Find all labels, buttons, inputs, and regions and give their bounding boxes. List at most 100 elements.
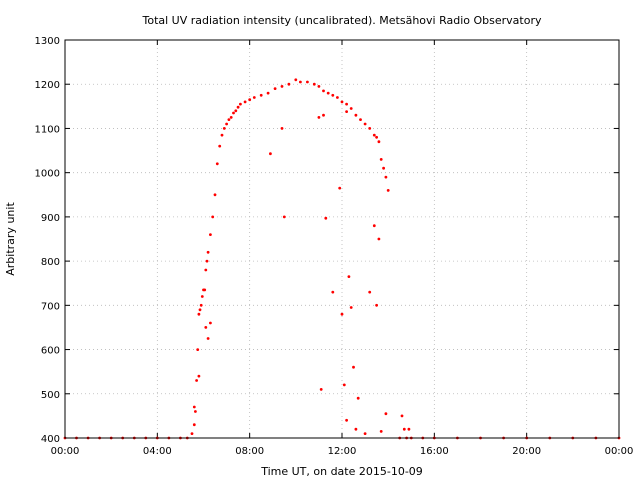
data-point <box>386 189 390 192</box>
data-point <box>363 122 367 126</box>
data-point <box>287 82 291 86</box>
data-point <box>402 427 406 431</box>
data-point <box>377 140 381 144</box>
data-point <box>197 374 201 378</box>
data-point <box>236 105 240 109</box>
data-point <box>269 152 272 156</box>
data-point <box>204 326 208 329</box>
data-point <box>384 412 388 416</box>
grid <box>65 40 619 438</box>
y-tick-label: 900 <box>41 213 60 224</box>
data-point <box>375 135 378 139</box>
data-point <box>239 102 242 106</box>
data-point <box>243 100 247 104</box>
data-point <box>259 93 263 97</box>
data-point <box>194 410 197 413</box>
data-point <box>294 78 298 82</box>
y-tick-label: 1000 <box>35 169 60 180</box>
data-point <box>206 337 210 340</box>
data-point <box>312 82 316 86</box>
data-point <box>382 166 385 170</box>
data-point <box>372 133 376 137</box>
data-point <box>190 432 194 435</box>
chart-title: Total UV radiation intensity (uncalibrat… <box>142 14 542 27</box>
axis-ticks: 400 500 600 700 800 900 1000 1100 1200 1300 00:00 0… <box>35 36 634 457</box>
data-point <box>317 85 321 88</box>
data-point <box>368 290 372 294</box>
y-tick-label: 600 <box>41 346 60 357</box>
data-point <box>282 215 286 219</box>
data-point <box>209 321 212 325</box>
y-tick-label: 500 <box>41 390 60 401</box>
data-point <box>252 96 256 99</box>
data-point <box>345 418 348 422</box>
y-tick-label: 1200 <box>35 80 60 91</box>
data-point <box>299 80 302 84</box>
y-tick-label: 400 <box>41 434 60 445</box>
data-point <box>372 224 376 228</box>
data-point <box>345 110 348 113</box>
data-point <box>368 126 372 130</box>
data-point <box>234 109 238 113</box>
y-tick-label: 800 <box>41 257 60 268</box>
data-point <box>342 383 346 387</box>
data-point <box>338 186 342 190</box>
data-point <box>322 113 325 117</box>
x-tick-label: 04:00 <box>143 446 172 457</box>
data-point <box>363 432 367 435</box>
data-point <box>322 89 325 93</box>
data-point <box>222 126 226 130</box>
data-point <box>306 80 309 84</box>
data-point <box>205 259 209 263</box>
x-tick-label: 20:00 <box>512 446 541 457</box>
data-point <box>199 303 203 307</box>
y-axis-label: Arbitrary unit <box>4 202 17 276</box>
data-point <box>340 100 344 104</box>
data-point <box>211 215 215 219</box>
data-point <box>197 312 201 316</box>
data-point <box>359 118 362 121</box>
data-point <box>192 423 196 427</box>
data-point <box>331 93 335 97</box>
data-point <box>209 233 212 237</box>
data-point <box>196 348 200 351</box>
data-point <box>379 430 383 433</box>
data-point <box>227 118 231 121</box>
data-point <box>319 388 323 391</box>
data-point <box>331 290 335 294</box>
data-point <box>356 396 360 400</box>
data-point <box>192 405 196 409</box>
plot-frame <box>64 39 620 439</box>
data-point <box>324 216 328 220</box>
data-point <box>280 85 284 88</box>
data-point <box>375 303 378 307</box>
data-point <box>195 379 199 382</box>
data-point <box>200 295 204 298</box>
data-point <box>326 91 330 95</box>
data-point <box>213 193 217 197</box>
y-tick-label: 1300 <box>35 36 60 47</box>
data-point <box>218 144 222 148</box>
data-point <box>232 111 235 115</box>
data-point <box>220 133 224 137</box>
data-point <box>203 288 207 292</box>
data-point <box>215 162 219 166</box>
data-point <box>407 427 411 431</box>
x-tick-label: 16:00 <box>420 446 449 457</box>
data-point <box>354 427 358 431</box>
data-point <box>225 122 229 126</box>
data-point <box>317 116 321 119</box>
x-tick-label: 08:00 <box>235 446 264 457</box>
data-point <box>379 158 383 161</box>
x-axis-label: Time UT, on date 2015-10-09 <box>260 465 423 478</box>
data-point <box>349 107 353 110</box>
data-point <box>198 308 202 312</box>
x-tick-label: 12:00 <box>328 446 357 457</box>
data-point <box>280 126 284 130</box>
data-point <box>248 98 252 102</box>
data-point <box>352 365 355 369</box>
data-point <box>354 113 358 117</box>
data-points <box>63 78 621 440</box>
data-point <box>345 102 348 106</box>
data-point <box>206 250 210 254</box>
